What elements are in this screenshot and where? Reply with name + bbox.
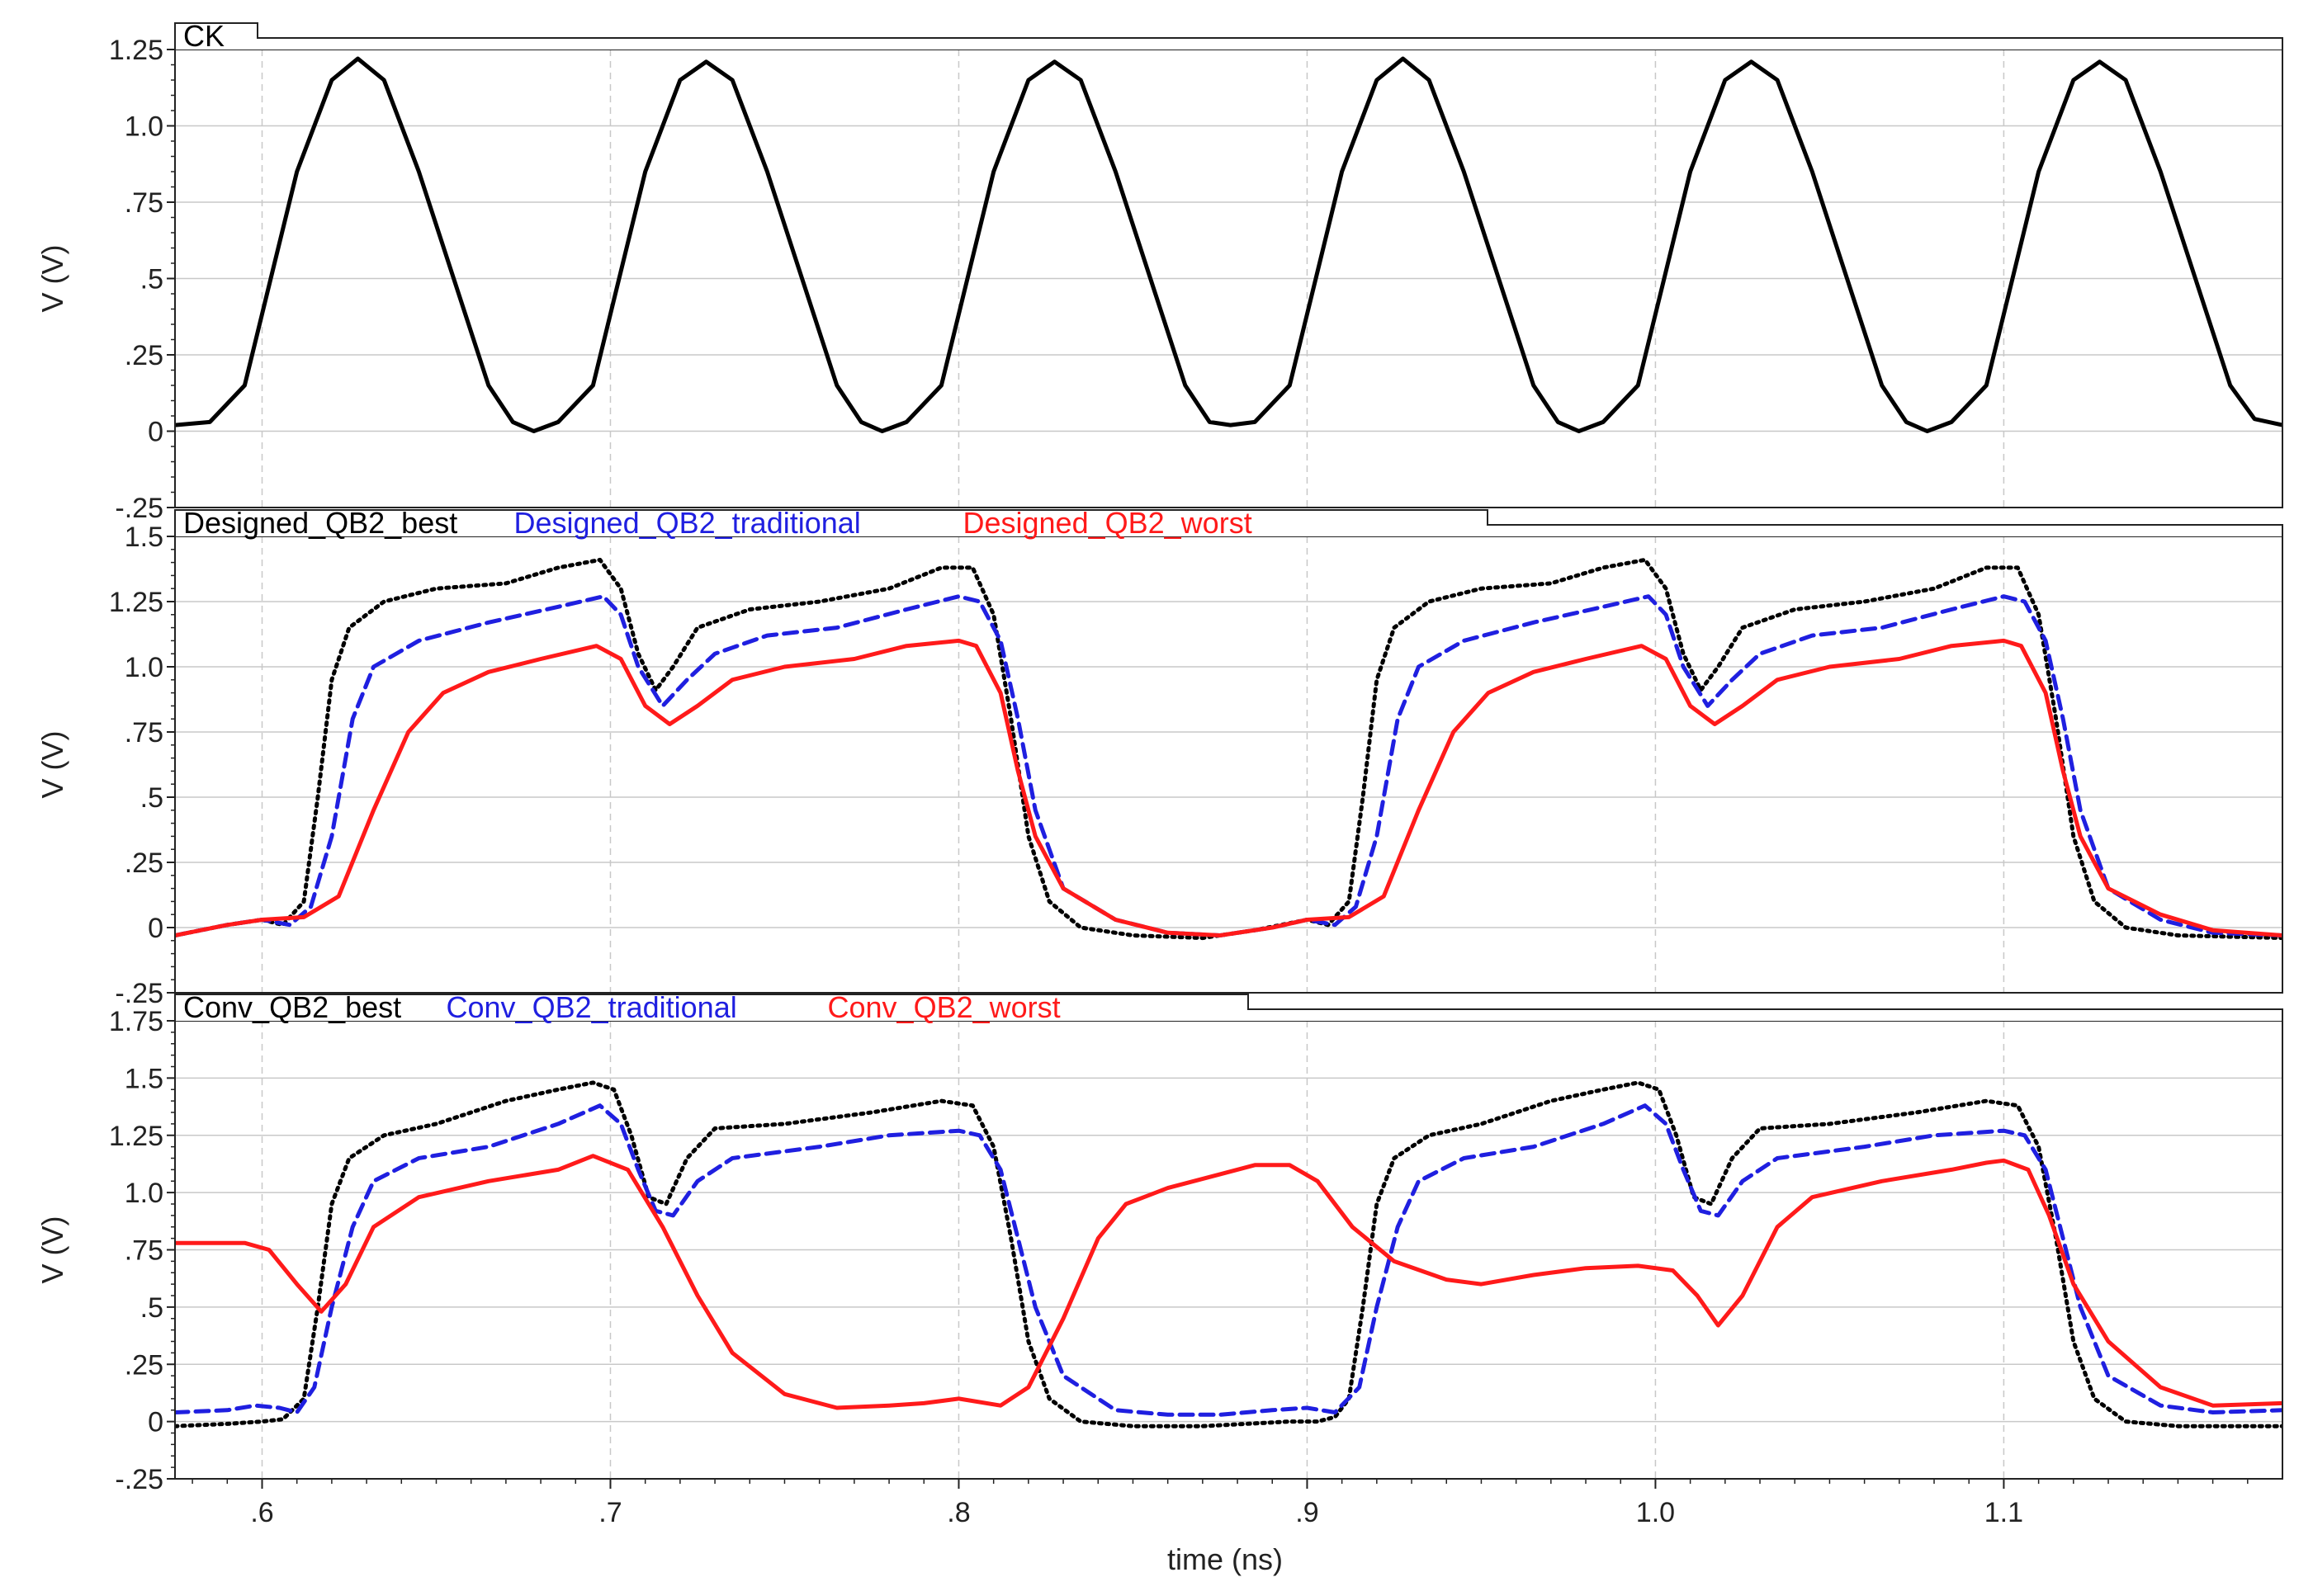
- y-tick-label: 1.0: [125, 1178, 163, 1209]
- y-tick-label: .25: [125, 848, 163, 879]
- series-group: [175, 557, 2282, 941]
- y-tick-label: -.25: [115, 978, 163, 1009]
- series-line-Designed_QB2_worst: [175, 638, 2282, 937]
- x-tick-label: .9: [1295, 1497, 1318, 1528]
- y-tick-label: .5: [140, 1292, 163, 1324]
- legend-entry-Designed_QB2_best: Designed_QB2_best: [183, 506, 457, 540]
- y-tick-label: 0: [148, 1407, 163, 1438]
- series-line-Designed_QB2_traditional: [175, 594, 2282, 937]
- y-tick-label: .5: [140, 782, 163, 814]
- series-line-Conv_QB2_best: [175, 1080, 2282, 1428]
- y-tick-label: .25: [125, 1349, 163, 1381]
- y-tick-label: 1.25: [109, 1121, 163, 1152]
- x-tick-label: 1.1: [1984, 1497, 2023, 1528]
- legend-entry-Conv_QB2_best: Conv_QB2_best: [183, 990, 401, 1024]
- panel-designed: -.25 0 .25 .5 .75 1.0 1.25 1.5 V (V) Designed_QB2…: [35, 506, 2283, 1009]
- legend-tab: [174, 994, 2283, 1021]
- panel-ck: -.25 0 .25 .5 .75 1.0 1.25 V (V) CK: [35, 19, 2283, 524]
- x-axis: .6 .7 .8 .9 1.0 1.1: [192, 1479, 2249, 1528]
- y-tick-label: 1.5: [125, 522, 163, 553]
- panels-group: -.25 0 .25 .5 .75 1.0 1.25 V (V) CK -.25 0 .25 .5 .75…: [35, 19, 2283, 1495]
- y-tick-label: .75: [125, 187, 163, 219]
- series-line-Conv_QB2_worst: [175, 1154, 2282, 1410]
- panel-conv: -.25 0 .25 .5 .75 1.0 1.25 1.5 1.75 V (V) Conv_QB2…: [35, 990, 2283, 1495]
- y-tick-label: -.25: [115, 1464, 163, 1495]
- x-tick-label: 1.0: [1636, 1497, 1675, 1528]
- series-group: [175, 1080, 2282, 1428]
- y-tick-label: 1.0: [125, 652, 163, 683]
- y-axis-title: V (V): [35, 730, 69, 798]
- legend-tab: [174, 509, 2283, 536]
- series-group: [175, 56, 2282, 433]
- x-tick-label: .8: [947, 1497, 970, 1528]
- series-line-Designed_QB2_best: [175, 557, 2282, 941]
- y-tick-label: -.25: [115, 493, 163, 524]
- legend-entry-CK: CK: [183, 19, 225, 53]
- y-tick-label: .75: [125, 1235, 163, 1267]
- series-line-Conv_QB2_traditional: [175, 1103, 2282, 1417]
- y-tick-label: 1.25: [109, 35, 163, 66]
- x-axis-title: time (ns): [1167, 1542, 1283, 1576]
- series-line-CK: [175, 56, 2282, 433]
- legend-entry-Conv_QB2_worst: Conv_QB2_worst: [828, 990, 1061, 1024]
- y-tick-label: .25: [125, 340, 163, 371]
- y-tick-label: 1.5: [125, 1063, 163, 1094]
- legend-entry-Designed_QB2_worst: Designed_QB2_worst: [963, 506, 1252, 540]
- y-tick-label: 0: [148, 913, 163, 944]
- legend-entry-Conv_QB2_traditional: Conv_QB2_traditional: [447, 990, 737, 1024]
- x-tick-label: .6: [250, 1497, 273, 1528]
- y-axis-title: V (V): [35, 1216, 69, 1283]
- y-tick-label: 1.0: [125, 111, 163, 143]
- legend-entry-Designed_QB2_traditional: Designed_QB2_traditional: [514, 506, 861, 540]
- y-tick-label: 1.75: [109, 1006, 163, 1037]
- y-tick-label: .75: [125, 717, 163, 748]
- x-tick-label: .7: [598, 1497, 622, 1528]
- y-axis-title: V (V): [35, 244, 69, 312]
- y-tick-label: 1.25: [109, 587, 163, 618]
- legend-tab: [174, 22, 2283, 50]
- y-tick-label: 0: [148, 417, 163, 448]
- y-tick-label: .5: [140, 264, 163, 295]
